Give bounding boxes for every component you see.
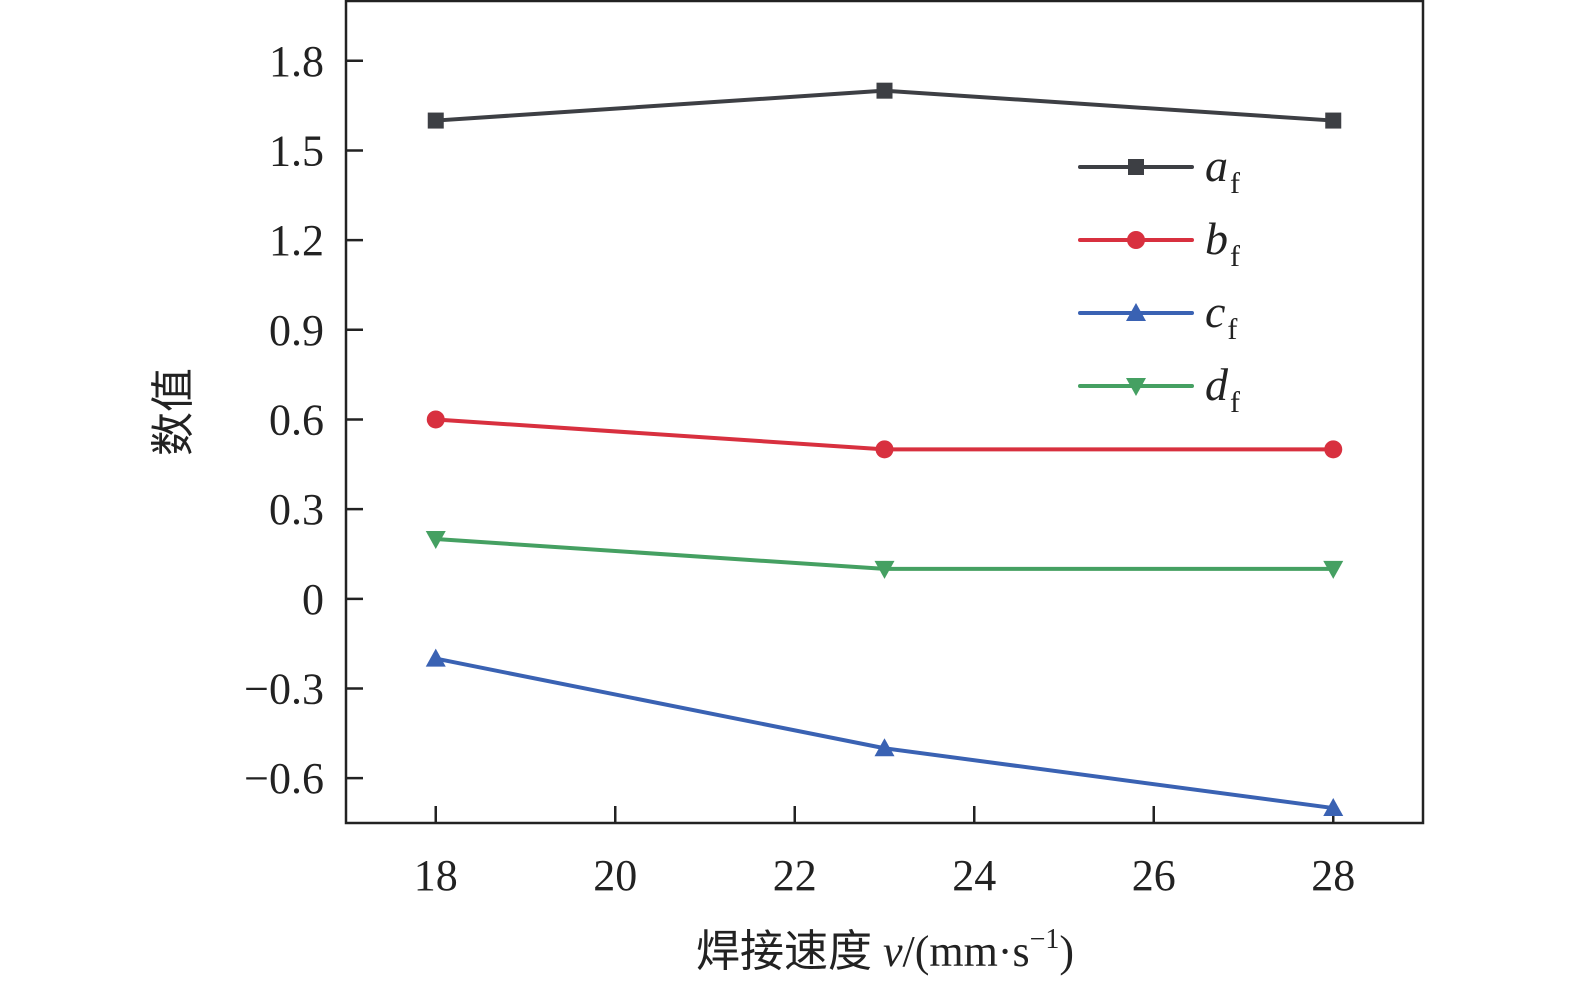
x-tick-label: 28 bbox=[1311, 851, 1355, 900]
data-point-marker bbox=[1323, 560, 1344, 579]
data-point-marker bbox=[426, 410, 445, 429]
y-tick-label: −0.3 bbox=[244, 664, 324, 713]
x-tick-label: 24 bbox=[952, 851, 996, 900]
x-tick-label: 18 bbox=[414, 851, 458, 900]
series-line bbox=[435, 656, 1334, 811]
plot-frame bbox=[344, 0, 1425, 825]
data-point-marker bbox=[876, 82, 893, 99]
legend-label-main: d bbox=[1205, 359, 1229, 410]
legend-label-subscript: f bbox=[1230, 167, 1240, 200]
x-axis-title: 焊接速度 v/(mm·s−1) bbox=[696, 924, 1074, 976]
data-point-marker bbox=[874, 738, 895, 757]
legend-marker bbox=[1127, 231, 1145, 249]
y-tick-label: 0.3 bbox=[269, 485, 324, 534]
data-point-marker bbox=[425, 531, 446, 550]
legend-label-main: a bbox=[1205, 140, 1228, 191]
y-tick-label: 0 bbox=[302, 575, 324, 624]
y-tick-label: 0.9 bbox=[269, 306, 324, 355]
legend-item-b-f: bf bbox=[1078, 213, 1240, 273]
legend-item-d-f: df bbox=[1078, 359, 1240, 419]
legend-marker bbox=[1128, 159, 1144, 175]
series-a-f bbox=[427, 82, 1342, 129]
legend-label-subscript: f bbox=[1227, 313, 1237, 346]
series-b-f bbox=[426, 410, 1343, 459]
legend-label-main: b bbox=[1205, 213, 1228, 264]
legend-label-subscript: f bbox=[1230, 240, 1240, 273]
y-tick-label: 1.2 bbox=[269, 216, 324, 265]
data-point-marker bbox=[1325, 112, 1342, 129]
legend-label: df bbox=[1205, 359, 1240, 419]
series-d-f bbox=[425, 531, 1344, 579]
data-point-marker bbox=[425, 648, 446, 667]
y-tick-label: 1.5 bbox=[269, 126, 324, 175]
legend-marker bbox=[1126, 378, 1146, 396]
legend-label: bf bbox=[1205, 213, 1240, 273]
data-point-marker bbox=[1324, 440, 1343, 459]
series-c-f bbox=[425, 648, 1344, 817]
legend-label-main: c bbox=[1205, 286, 1225, 337]
legend-label-subscript: f bbox=[1230, 386, 1240, 419]
y-tick-label: 1.8 bbox=[269, 37, 324, 86]
legend-label: cf bbox=[1205, 286, 1237, 346]
data-point-marker bbox=[1323, 798, 1344, 817]
y-tick-label: −0.6 bbox=[244, 754, 324, 803]
x-tick-label: 22 bbox=[773, 851, 817, 900]
axis-ticks: 18 20 22 24 26 28 −0.6 −0.3 0 0.3 0.6 0.9 1.2 1.5 1.8 bbox=[244, 37, 1355, 900]
legend-label: af bbox=[1205, 140, 1240, 200]
x-tick-label: 26 bbox=[1132, 851, 1176, 900]
data-point-marker bbox=[875, 440, 894, 459]
y-axis-title: 数值 bbox=[149, 368, 198, 456]
data-point-marker bbox=[427, 112, 444, 129]
legend-item-a-f: af bbox=[1078, 140, 1240, 200]
legend-item-c-f: cf bbox=[1078, 286, 1237, 346]
x-tick-label: 20 bbox=[593, 851, 637, 900]
data-point-marker bbox=[874, 560, 895, 579]
legend-marker bbox=[1126, 303, 1146, 321]
y-tick-label: 0.6 bbox=[269, 395, 324, 444]
series-group bbox=[425, 82, 1344, 817]
